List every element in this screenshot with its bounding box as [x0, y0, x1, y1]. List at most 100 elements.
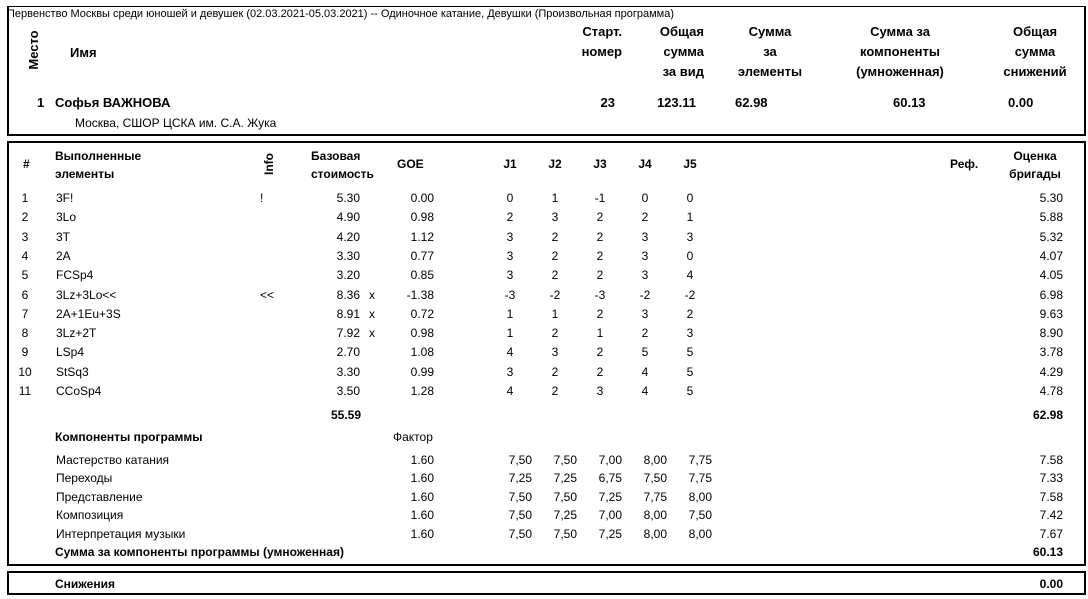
component-name: Представление — [56, 489, 143, 504]
element-number: 1 — [21, 191, 29, 205]
info-header: Info — [262, 153, 276, 175]
judge-score: 5 — [686, 384, 694, 398]
judge-mark: 8,00 — [643, 453, 667, 467]
components-title: Компоненты программы — [55, 430, 203, 444]
bonus-mark: x — [369, 306, 375, 321]
judge-score: 1 — [551, 306, 559, 321]
skater-summary-box — [7, 6, 1086, 136]
judge-score: 1 — [506, 306, 514, 321]
judge-score: 2 — [551, 364, 559, 379]
header-line: номер — [581, 44, 622, 59]
header-line: стоимость — [311, 167, 374, 181]
element-code: 2A+1Eu+3S — [56, 306, 121, 321]
goe-value: 0.99 — [410, 364, 434, 379]
header-line: за вид — [662, 64, 704, 79]
base-value: 3.30 — [336, 248, 360, 263]
judge-score: 2 — [551, 229, 559, 244]
score-header: Оценка бригады — [1000, 147, 1070, 183]
header-line: бригады — [1009, 167, 1061, 181]
judge-mark: 8,00 — [688, 526, 712, 541]
base-value: 7.92 — [336, 326, 360, 341]
judge-score: 3 — [506, 364, 514, 379]
judge-mark: 7,50 — [553, 489, 577, 504]
skater-components-sum: 60.13 — [893, 95, 926, 110]
element-number: 2 — [21, 210, 29, 225]
header-line: сумма — [1014, 44, 1056, 59]
judge-mark: 7,25 — [553, 508, 577, 523]
judge-mark: 7,50 — [508, 508, 532, 523]
element-code: FCSp4 — [56, 268, 94, 283]
judge-score: -1 — [594, 191, 606, 205]
name-header: Имя — [70, 45, 97, 60]
base-value: 3.50 — [336, 384, 360, 398]
judge-score: 3 — [641, 268, 649, 283]
skater-total: 123.11 — [656, 95, 696, 110]
panel-score: 4.29 — [1039, 364, 1063, 379]
panel-score: 3.78 — [1039, 345, 1063, 360]
header-line: Общая — [1012, 24, 1058, 39]
judge-mark: 6,75 — [598, 471, 622, 486]
judge-mark: 7,75 — [688, 453, 712, 467]
place-header: Место — [26, 30, 41, 70]
judge-header-j5: J5 — [683, 157, 697, 171]
bonus-mark: x — [369, 326, 375, 341]
base-value: 4.20 — [336, 229, 360, 244]
element-code: 3Lo — [56, 210, 77, 225]
judge-mark: 7,50 — [643, 471, 667, 486]
judge-score: 2 — [596, 345, 604, 360]
element-number: 6 — [21, 287, 29, 302]
judge-score: 2 — [506, 210, 514, 225]
judge-score: 4 — [506, 345, 514, 360]
judge-header-j3: J3 — [593, 157, 607, 171]
judge-mark: 7,50 — [553, 526, 577, 541]
judge-score: 2 — [596, 229, 604, 244]
judge-score: 4 — [641, 364, 649, 379]
goe-value: 0.72 — [410, 306, 434, 321]
judge-mark: 7,50 — [508, 526, 532, 541]
panel-score: 4.78 — [1039, 384, 1063, 398]
judge-score: 2 — [596, 306, 604, 321]
element-header: Выполненные элементы — [55, 147, 141, 183]
deductions-value: 0.00 — [1039, 577, 1063, 591]
goe-value: 1.28 — [410, 384, 434, 398]
event-title: Первенство Москвы среди юношей и девушек… — [7, 8, 675, 20]
deductions-box — [7, 571, 1086, 595]
panel-score: 4.07 — [1039, 248, 1063, 263]
judge-score: 1 — [506, 326, 514, 341]
judge-mark: 8,00 — [688, 489, 712, 504]
panel-score: 6.98 — [1039, 287, 1063, 302]
judge-score: 3 — [641, 248, 649, 263]
judge-score: 3 — [506, 268, 514, 283]
element-code: 3Lz+3Lo<< — [56, 287, 117, 302]
judge-score: 2 — [596, 364, 604, 379]
element-number: 10 — [18, 364, 32, 379]
header-line: (умноженная) — [856, 64, 944, 79]
base-value: 4.90 — [336, 210, 360, 225]
element-code: 3Lz+2T — [56, 326, 97, 341]
bonus-mark: x — [369, 287, 375, 302]
judge-score: 0 — [686, 248, 694, 263]
judge-score: 0 — [641, 191, 649, 205]
header-line: сумма — [663, 44, 704, 59]
judge-score: 5 — [641, 345, 649, 360]
component-factor: 1.60 — [410, 508, 434, 523]
goe-value: 1.12 — [410, 229, 434, 244]
base-header: Базовая стоимость — [311, 147, 374, 183]
component-factor: 1.60 — [410, 489, 434, 504]
details-box — [7, 141, 1086, 566]
judge-score: 3 — [641, 306, 649, 321]
judge-score: 3 — [686, 326, 694, 341]
judge-score: 5 — [686, 364, 694, 379]
component-score: 7.42 — [1039, 508, 1063, 523]
judge-mark: 7,75 — [643, 489, 667, 504]
header-line: Общая — [659, 24, 704, 39]
judge-score: 2 — [551, 326, 559, 341]
judge-mark: 7,75 — [688, 471, 712, 486]
judge-score: 1 — [596, 326, 604, 341]
start-no-header: Старт. номер — [560, 22, 622, 62]
skater-name: Софья ВАЖНОВА — [55, 95, 171, 110]
base-value: 2.70 — [336, 345, 360, 360]
element-number: 9 — [21, 345, 29, 360]
judge-mark: 8,00 — [643, 526, 667, 541]
judge-score: 2 — [596, 210, 604, 225]
